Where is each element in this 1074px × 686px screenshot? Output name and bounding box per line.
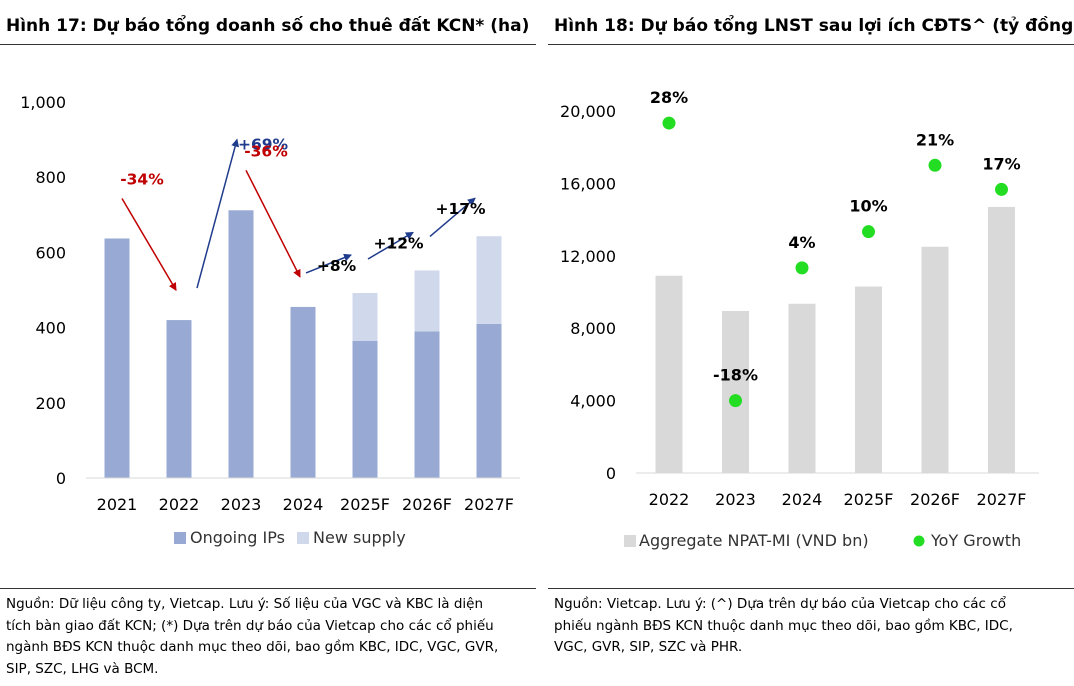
growth-label: +12% bbox=[373, 234, 424, 252]
growth-label: -34% bbox=[120, 170, 164, 188]
figure-18-panel: Hình 18: Dự báo tổng LNST sau lợi ích CĐ… bbox=[548, 0, 1074, 686]
y-tick-label: 16,000 bbox=[560, 174, 616, 193]
x-tick-label: 2025F bbox=[844, 490, 894, 509]
x-tick-label: 2027F bbox=[464, 495, 514, 514]
growth-point bbox=[729, 394, 742, 408]
note-line: phiếu ngành BĐS KCN thuộc danh mục theo … bbox=[554, 617, 1013, 634]
bar-new-supply bbox=[414, 270, 440, 332]
growth-point bbox=[862, 225, 875, 239]
x-tick-label: 2024 bbox=[283, 495, 324, 514]
x-tick-label: 2022 bbox=[159, 495, 200, 514]
growth-arrow bbox=[429, 197, 476, 238]
bar-ongoing bbox=[290, 306, 316, 478]
legend-swatch-new-supply bbox=[297, 532, 309, 544]
x-tick-label: 2021 bbox=[97, 495, 138, 514]
note-line: tích bàn giao đất KCN; (*) Dựa trên dự b… bbox=[6, 617, 494, 634]
bar-ongoing bbox=[228, 210, 254, 478]
x-tick-label: 2025F bbox=[340, 495, 390, 514]
bar-npat bbox=[788, 303, 816, 473]
figure-17-note: Nguồn: Dữ liệu công ty, Vietcap. Lưu ý: … bbox=[6, 594, 498, 680]
growth-arrow bbox=[245, 169, 301, 278]
bar-ongoing bbox=[352, 340, 378, 478]
legend-swatch-npat bbox=[624, 535, 636, 547]
y-tick-label: 600 bbox=[35, 243, 66, 262]
growth-point bbox=[662, 116, 676, 130]
legend-label-new-supply: New supply bbox=[313, 528, 406, 547]
growth-label: 4% bbox=[788, 233, 815, 252]
y-tick-label: 8,000 bbox=[570, 319, 616, 338]
x-tick-label: 2023 bbox=[715, 490, 756, 509]
growth-arrow bbox=[367, 231, 414, 260]
growth-point bbox=[995, 182, 1008, 196]
note-line: SIP, SZC, LHG và BCM. bbox=[6, 660, 159, 677]
title-rule bbox=[0, 44, 536, 45]
growth-label: 21% bbox=[916, 130, 954, 149]
bar-new-supply bbox=[476, 236, 502, 324]
growth-point bbox=[795, 261, 809, 275]
bar-ongoing bbox=[476, 323, 502, 478]
bar-npat bbox=[988, 206, 1015, 473]
growth-label: 28% bbox=[650, 88, 688, 107]
y-tick-label: 0 bbox=[56, 469, 66, 488]
legend-swatch-growth bbox=[913, 535, 925, 547]
growth-arrow bbox=[121, 198, 177, 291]
x-tick-label: 2022 bbox=[649, 490, 690, 509]
legend-label-growth: YoY Growth bbox=[930, 531, 1021, 550]
y-tick-label: 800 bbox=[35, 168, 66, 187]
figure-18-note: Nguồn: Vietcap. Lưu ý: (^) Dựa trên dự b… bbox=[554, 594, 1013, 659]
bar-ongoing bbox=[104, 238, 130, 478]
growth-label: +17% bbox=[435, 200, 486, 218]
bar-ongoing bbox=[414, 331, 440, 478]
x-tick-label: 2027F bbox=[977, 490, 1027, 509]
growth-point bbox=[928, 158, 942, 172]
note-rule bbox=[0, 588, 536, 589]
note-rule bbox=[548, 588, 1074, 589]
note-line: Nguồn: Vietcap. Lưu ý: (^) Dựa trên dự b… bbox=[554, 596, 1006, 612]
x-tick-label: 2026F bbox=[910, 490, 960, 509]
growth-label: -18% bbox=[713, 366, 758, 385]
bar-npat bbox=[855, 286, 882, 473]
note-line: ngành BĐS KCN thuộc danh mục theo dõi, b… bbox=[6, 639, 499, 655]
note-line: Nguồn: Dữ liệu công ty, Vietcap. Lưu ý: … bbox=[6, 596, 484, 612]
growth-label: 10% bbox=[849, 197, 887, 216]
figure-18-title: Hình 18: Dự báo tổng LNST sau lợi ích CĐ… bbox=[554, 16, 1074, 36]
npat-chart: 0 4,000 8,000 12,000 16,000 20,000 2022 28% 2023… bbox=[560, 88, 1039, 550]
bar-npat bbox=[655, 275, 683, 473]
figure-17-title: Hình 17: Dự báo tổng doanh số cho thuê đ… bbox=[6, 16, 530, 36]
x-tick-label: 2024 bbox=[782, 490, 823, 509]
growth-arrow bbox=[305, 253, 352, 274]
y-tick-label: 0 bbox=[606, 464, 616, 483]
y-tick-label: 20,000 bbox=[560, 102, 616, 121]
x-tick-label: 2026F bbox=[402, 495, 452, 514]
title-rule bbox=[548, 44, 1074, 45]
growth-label: +69% bbox=[238, 136, 289, 154]
x-tick-label: 2023 bbox=[221, 495, 262, 514]
bar-new-supply bbox=[352, 293, 378, 341]
growth-arrow bbox=[196, 138, 240, 289]
legend-label-ongoing: Ongoing IPs bbox=[190, 528, 285, 547]
legend-label-npat: Aggregate NPAT-MI (VND bn) bbox=[639, 531, 869, 550]
y-tick-label: 12,000 bbox=[560, 247, 616, 266]
figure-17-panel: Hình 17: Dự báo tổng doanh số cho thuê đ… bbox=[0, 0, 536, 686]
growth-label: 17% bbox=[982, 154, 1020, 173]
growth-label: -36% bbox=[244, 142, 288, 160]
legend-swatch-ongoing bbox=[174, 532, 186, 544]
y-tick-label: 400 bbox=[35, 319, 66, 338]
bar-npat bbox=[921, 246, 949, 473]
y-tick-label: 1,000 bbox=[20, 93, 66, 112]
y-tick-label: 4,000 bbox=[570, 392, 616, 411]
growth-label: +8% bbox=[317, 257, 357, 275]
bar-npat bbox=[722, 311, 749, 473]
y-tick-label: 200 bbox=[35, 394, 66, 413]
land-sales-chart: 0 200 400 600 800 1,000 2021 2022 2023 2024 2025F 2… bbox=[20, 93, 520, 547]
bar-ongoing bbox=[166, 320, 192, 478]
note-line: VGC, GVR, SIP, SZC và PHR. bbox=[554, 639, 743, 655]
